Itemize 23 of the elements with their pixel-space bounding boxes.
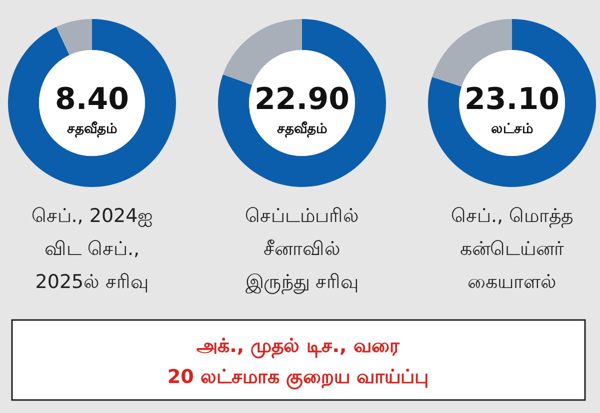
text: 2025ல் சரிவு: [35, 271, 149, 293]
donut-slice: [432, 19, 512, 87]
text: செப்., 2024ஐ: [31, 205, 153, 227]
text: கன்டெய்னர்: [460, 238, 564, 260]
text: செப்டம்பரில்: [245, 205, 359, 227]
donut-slice: [428, 19, 596, 187]
text: அக்., முதல் டிச., வரை: [196, 335, 400, 359]
text: 23.10: [464, 82, 560, 117]
text: செப்., மொத்த: [450, 205, 574, 228]
donut-slice: [8, 19, 176, 187]
text: 22.90: [254, 82, 350, 117]
donut-slice: [222, 19, 302, 86]
text: சதவீதம்: [67, 121, 117, 138]
text: 20 லட்சமாக குறைய வாய்ப்பு: [167, 366, 429, 390]
text: இருந்து சரிவு: [245, 271, 359, 294]
text: 8.40: [54, 82, 130, 117]
donut-slice: [56, 19, 92, 56]
donut-slice: [218, 19, 386, 187]
text: கையாளல்: [468, 271, 556, 293]
text: விட செப்.,: [44, 238, 140, 260]
text: சீனாவில்: [264, 238, 340, 260]
text: சதவீதம்: [277, 121, 327, 138]
text: லட்சம்: [491, 121, 533, 137]
